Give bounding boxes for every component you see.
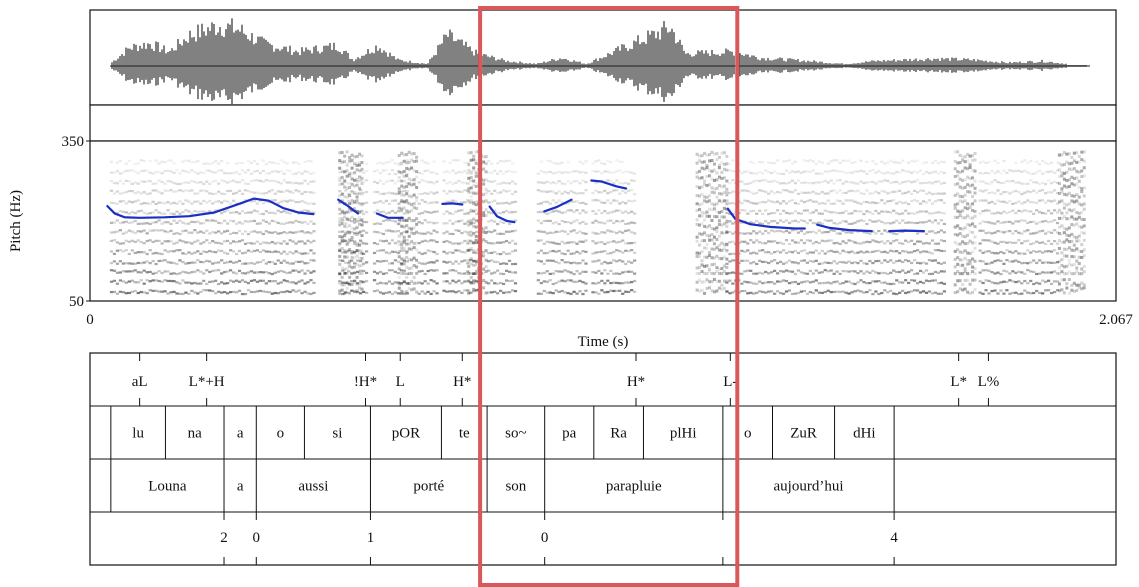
textgrid: aL L*+H !H* L H* H* L- L* L% lu na a o si pOR te so~ pa R… — [89, 352, 1117, 566]
tone-label: H* — [627, 374, 645, 390]
word-label: Louna — [148, 479, 187, 495]
tone-label: L- — [723, 374, 737, 390]
spectrogram — [109, 150, 1086, 296]
word-tier: Louna a aussi porté son parapluie aujourd’hui — [110, 459, 895, 512]
syllable-label: ZuR — [790, 426, 817, 442]
break-label: 4 — [890, 530, 898, 546]
syllable-label: te — [459, 426, 470, 442]
spectrogram-panel — [89, 140, 1117, 302]
syllable-label: pa — [562, 426, 577, 442]
y-tick-min: 50 — [69, 294, 84, 310]
word-label: aussi — [298, 479, 328, 495]
pitch-segment — [441, 202, 464, 206]
syllable-label: dHi — [853, 426, 876, 442]
tone-label: L — [396, 374, 405, 390]
empty-band — [89, 104, 1117, 142]
y-tick-max: 350 — [62, 134, 85, 150]
pitch-segment — [337, 198, 360, 215]
pitch-contour — [106, 179, 925, 233]
break-label: 2 — [220, 530, 228, 546]
word-label: parapluie — [606, 479, 662, 495]
word-label: son — [505, 479, 526, 495]
tone-label: !H* — [354, 374, 377, 390]
pitch-segment — [726, 207, 806, 230]
syllable-label: Ra — [610, 426, 627, 442]
highlight-box — [478, 6, 740, 587]
break-label: 1 — [367, 530, 375, 546]
syllable-label: so~ — [505, 426, 526, 442]
y-axis-title: Pitch (Hz) — [8, 190, 24, 252]
syllable-label: si — [332, 426, 342, 442]
tone-label: L% — [978, 374, 1000, 390]
syllable-tier: lu na a o si pOR te so~ pa Ra plHi o ZuR dHi — [110, 406, 895, 459]
syllable-label: o — [277, 426, 285, 442]
x-tick-start: 0 — [86, 312, 94, 328]
waveform — [111, 18, 1087, 105]
pitch-segment — [543, 198, 573, 213]
syllable-label: o — [744, 426, 752, 442]
break-label: 0 — [253, 530, 261, 546]
tone-label: L*+H — [189, 374, 225, 390]
pitch-segment — [590, 179, 628, 190]
break-label: 0 — [541, 530, 549, 546]
break-index-tier: 2 0 1 0 4 — [220, 512, 898, 565]
pitch-segment — [816, 223, 873, 233]
syllable-label: pOR — [392, 426, 420, 442]
pitch-segment — [106, 197, 315, 219]
pitch-segment — [488, 205, 516, 224]
syllable-label: plHi — [670, 426, 697, 442]
word-label: porté — [413, 479, 444, 495]
syllable-label: lu — [132, 426, 144, 442]
pitch-segment — [375, 212, 404, 219]
word-label: a — [237, 479, 244, 495]
pitch-segment — [888, 229, 925, 233]
tone-label: H* — [453, 374, 471, 390]
x-tick-end: 2.067 — [1099, 312, 1133, 328]
word-label: aujourd’hui — [774, 479, 844, 495]
tone-label: aL — [132, 374, 148, 390]
syllable-label: a — [237, 426, 244, 442]
syllable-label: na — [188, 426, 203, 442]
tone-tier: aL L*+H !H* L H* H* L- L* L% — [132, 353, 1000, 406]
tone-label: L* — [950, 374, 967, 390]
x-axis-title: Time (s) — [578, 334, 629, 350]
waveform-panel — [89, 9, 1117, 106]
